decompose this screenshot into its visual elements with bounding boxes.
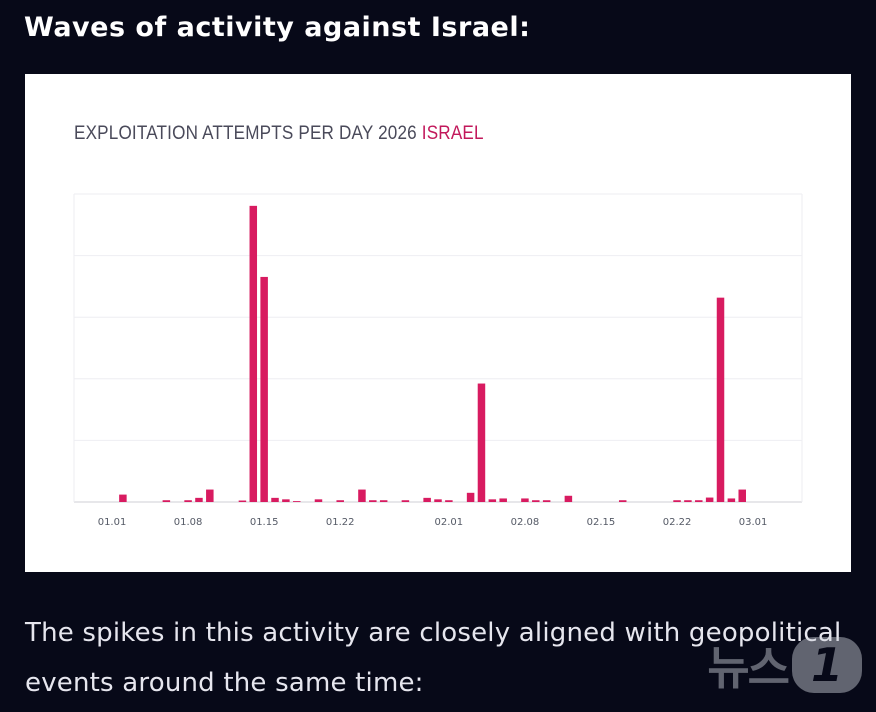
x-tick-label: 01.08 <box>174 517 203 528</box>
x-tick-label: 02.08 <box>511 517 540 528</box>
chart-title-main: EXPLOITATION ATTEMPTS PER DAY 2026 <box>74 123 417 144</box>
bar <box>695 500 703 502</box>
bar <box>282 499 290 502</box>
x-tick-label: 02.01 <box>435 517 464 528</box>
bar <box>466 492 475 502</box>
exploitation-bar-chart: 01.01 01.08 01.15 01.22 02.01 02.08 02.15 02.22… <box>73 193 803 528</box>
bar <box>401 500 410 502</box>
news1-watermark: 뉴스 1 <box>707 632 862 698</box>
bar <box>564 495 573 502</box>
section-heading: Waves of activity against Israel: <box>24 12 531 43</box>
bar <box>716 297 725 502</box>
bar <box>521 498 529 502</box>
bar <box>434 499 442 502</box>
x-tick-label: 02.15 <box>587 517 616 528</box>
bar <box>705 497 714 502</box>
x-tick-label: 01.22 <box>326 517 355 528</box>
bar <box>445 500 453 502</box>
bar <box>314 499 323 502</box>
bar <box>477 383 486 502</box>
watermark-badge: 1 <box>792 637 862 693</box>
bar <box>673 500 681 502</box>
x-tick-label: 01.01 <box>98 517 127 528</box>
bar <box>119 494 127 502</box>
bar <box>369 500 377 502</box>
bar <box>184 500 192 502</box>
chart-card: EXPLOITATION ATTEMPTS PER DAY 2026 ISRAE… <box>25 74 851 572</box>
bar <box>195 497 203 502</box>
bar <box>336 500 344 502</box>
x-tick-label: 01.15 <box>250 517 279 528</box>
x-tick-label: 03.01 <box>739 517 768 528</box>
bar <box>684 500 692 502</box>
x-tick-label: 02.22 <box>663 517 692 528</box>
bar <box>618 500 627 502</box>
bar <box>249 205 258 502</box>
bar <box>162 500 171 502</box>
watermark-text: 뉴스 <box>707 641 790 695</box>
bar <box>532 500 540 502</box>
bar <box>271 497 279 502</box>
bar <box>292 501 301 502</box>
bar <box>358 489 366 502</box>
bar <box>738 489 746 502</box>
bar <box>499 498 507 502</box>
bar <box>379 500 388 502</box>
bar <box>238 500 247 502</box>
body-paragraph: The spikes in this activity are closely … <box>25 618 842 698</box>
bar <box>206 489 214 502</box>
bar <box>260 276 268 502</box>
bar <box>488 499 497 502</box>
bar <box>542 500 551 502</box>
bar <box>727 498 736 502</box>
chart-title: EXPLOITATION ATTEMPTS PER DAY 2026 ISRAE… <box>74 123 484 145</box>
chart-title-highlight: ISRAEL <box>421 123 484 144</box>
bar <box>423 497 431 502</box>
